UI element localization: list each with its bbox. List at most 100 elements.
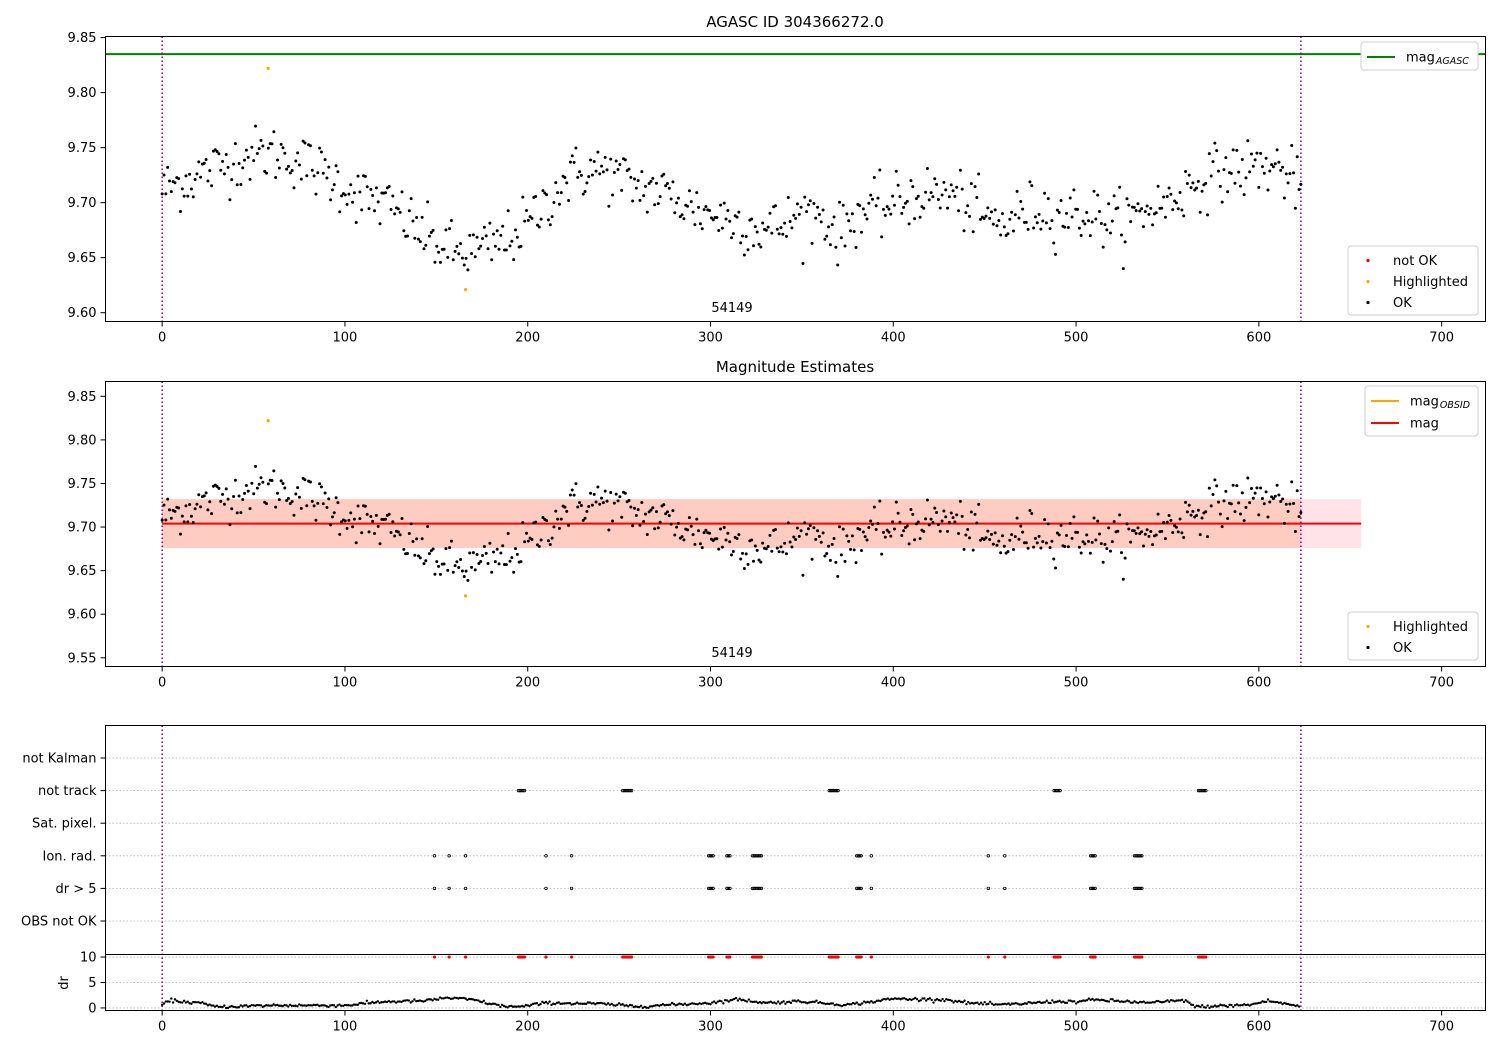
ok-point: [841, 203, 845, 207]
ok-point: [1237, 170, 1241, 174]
ok-point: [230, 178, 234, 182]
ok-point: [977, 172, 981, 176]
ok-point: [1191, 509, 1195, 513]
ok-point: [1011, 229, 1015, 233]
ok-point: [1037, 534, 1041, 538]
ok-point: [1088, 234, 1092, 238]
ok-point: [224, 153, 228, 157]
ok-point: [235, 511, 239, 515]
ok-point: [1072, 188, 1076, 192]
dr-point: [281, 1005, 284, 1008]
dr-point: [614, 1004, 617, 1007]
dr-not-ok-point: [1003, 955, 1007, 959]
ok-point: [1185, 182, 1189, 186]
ok-point: [255, 486, 259, 490]
dr-point: [1261, 1000, 1264, 1003]
ok-point: [852, 548, 856, 552]
ok-point: [1268, 500, 1272, 504]
dr-point: [261, 1005, 264, 1009]
dr-point: [1285, 1002, 1288, 1005]
ok-point: [1087, 539, 1091, 543]
dr-point: [850, 1003, 853, 1006]
ok-point: [892, 203, 896, 207]
dr-point: [998, 1003, 1001, 1006]
dr-point: [1076, 1000, 1080, 1004]
ok-point: [343, 193, 347, 197]
ok-point: [1118, 513, 1122, 517]
ok-point: [475, 552, 479, 556]
ok-point: [336, 501, 340, 505]
ok-point: [1068, 521, 1072, 525]
ok-point: [519, 244, 523, 248]
flag-point: [1003, 854, 1007, 858]
ok-point: [722, 525, 726, 529]
ok-point: [689, 524, 693, 528]
ok-point: [1081, 540, 1085, 544]
ok-point: [519, 560, 523, 564]
ok-point: [673, 211, 677, 215]
dr-point: [1098, 999, 1102, 1002]
ok-point: [493, 560, 497, 564]
dr-point: [928, 997, 932, 1000]
ok-point: [764, 547, 768, 551]
ok-point: [889, 534, 893, 538]
ok-point: [847, 219, 851, 223]
plot-frame: [105, 381, 1486, 667]
ok-point: [878, 499, 882, 503]
dr-point: [1118, 1000, 1122, 1004]
ok-point: [345, 526, 349, 530]
dr-point: [378, 1001, 381, 1005]
ok-point: [1013, 213, 1017, 217]
dr-point: [917, 999, 921, 1003]
ok-point: [1035, 221, 1039, 225]
ok-point: [911, 185, 915, 189]
dr-point: [908, 997, 911, 1001]
ok-point: [237, 494, 241, 498]
y-tick-label: 10: [80, 951, 97, 966]
ok-point: [252, 159, 256, 163]
ok-point: [1297, 187, 1301, 191]
ok-point: [1178, 190, 1182, 194]
dr-point: [309, 1004, 312, 1007]
ok-point: [1220, 200, 1224, 204]
ok-point: [849, 547, 853, 551]
ok-point: [396, 207, 400, 211]
dr-point: [409, 1001, 412, 1004]
dr-point: [184, 1001, 188, 1004]
ok-point: [1132, 205, 1136, 209]
ok-point: [1266, 188, 1270, 192]
dr-point: [999, 1003, 1003, 1006]
dr-point: [1133, 1000, 1136, 1003]
ok-point: [1087, 219, 1091, 223]
dr-point: [1021, 1002, 1025, 1006]
ok-point: [1260, 165, 1264, 169]
dr-point: [402, 999, 405, 1003]
dr-point: [425, 998, 429, 1001]
ok-point: [197, 160, 201, 164]
flag-point: [859, 854, 863, 858]
ok-point: [288, 171, 292, 175]
ok-point: [1213, 141, 1217, 145]
ok-point: [526, 539, 530, 543]
dr-point: [718, 999, 721, 1002]
dr-point: [1180, 998, 1184, 1002]
ok-point: [208, 169, 212, 173]
dr-point: [1047, 1001, 1050, 1005]
dr-point: [502, 1004, 506, 1008]
ok-point: [1119, 551, 1123, 555]
dr-point: [1259, 1001, 1262, 1004]
ok-point: [373, 209, 377, 213]
ok-point: [1281, 497, 1285, 501]
dr-point: [1122, 1000, 1125, 1004]
ok-point: [1019, 524, 1023, 528]
dr-point: [256, 1003, 259, 1007]
dr-point: [1246, 1003, 1250, 1006]
dr-point: [1268, 1000, 1272, 1003]
ok-point: [991, 542, 995, 546]
ok-point: [792, 213, 796, 217]
dr-point: [1020, 1003, 1023, 1006]
ok-point: [735, 536, 739, 540]
ok-point: [323, 158, 327, 162]
ok-point: [1251, 164, 1255, 168]
ok-point: [647, 182, 651, 186]
